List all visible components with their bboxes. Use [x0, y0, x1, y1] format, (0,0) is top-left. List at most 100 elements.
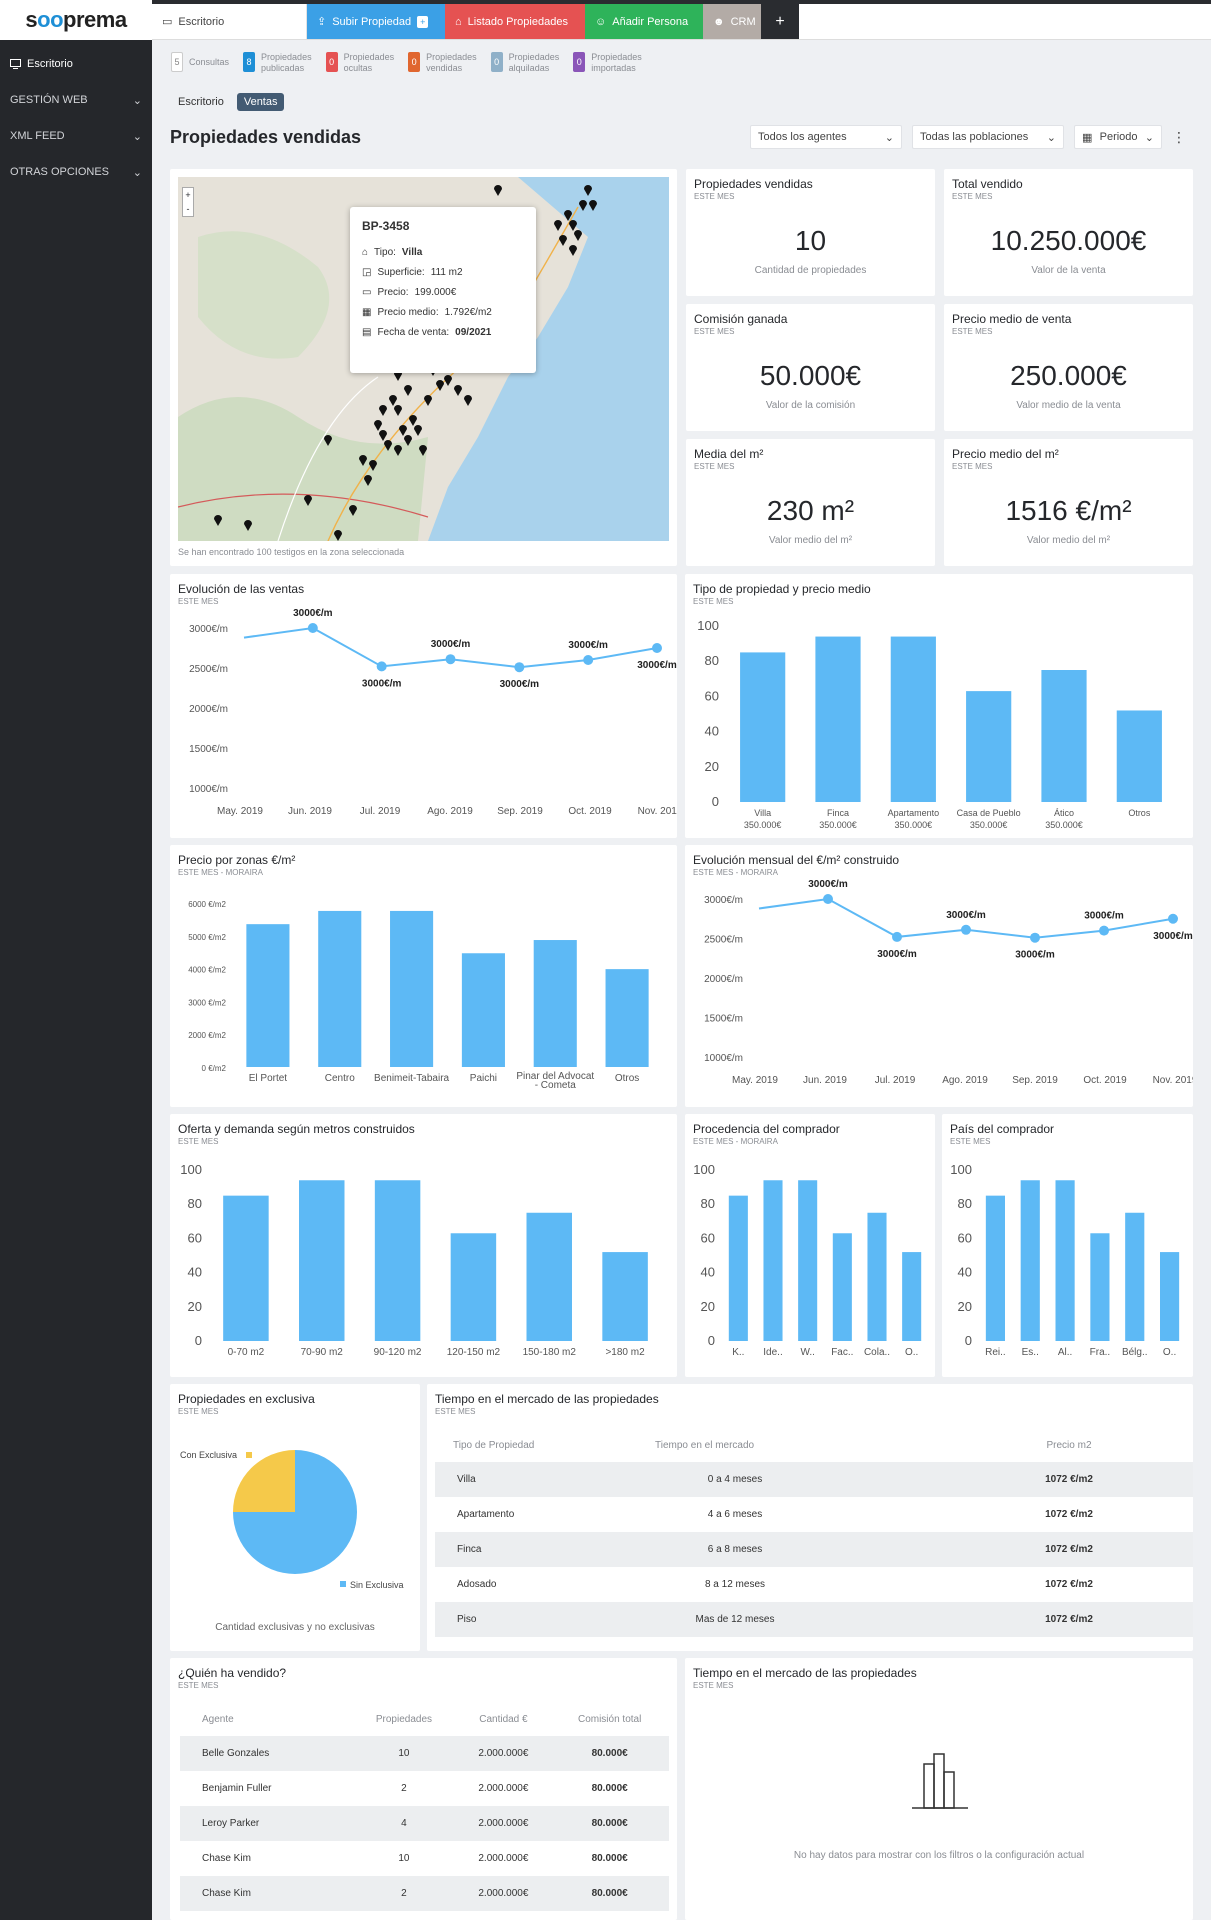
map-pin[interactable]	[589, 200, 597, 211]
table-row[interactable]: Benjamin Fuller 2 2.000.000€ 80.000€	[180, 1771, 669, 1806]
bar[interactable]	[390, 910, 434, 1067]
bar[interactable]	[533, 940, 577, 1067]
bar[interactable]	[299, 1180, 345, 1341]
data-point[interactable]	[307, 623, 318, 633]
map-pin[interactable]	[559, 235, 567, 246]
stat-item[interactable]: 0 Propiedades vendidas	[408, 52, 477, 74]
pie-slice[interactable]	[233, 1450, 295, 1512]
sidebar-item-otras-opciones[interactable]: OTRAS OPCIONES ⌄	[0, 154, 152, 190]
map-pin[interactable]	[464, 395, 472, 406]
towns-select[interactable]: Todas las poblaciones ⌄	[912, 125, 1064, 149]
bar[interactable]	[798, 1180, 818, 1341]
data-point[interactable]	[1030, 932, 1040, 943]
map-pin[interactable]	[324, 435, 332, 446]
bar[interactable]	[246, 924, 290, 1067]
stat-item[interactable]: 0 Propiedades importadas	[573, 52, 642, 74]
map-pin[interactable]	[379, 430, 387, 441]
map-pin[interactable]	[554, 220, 562, 231]
map-pin[interactable]	[374, 420, 382, 431]
bar[interactable]	[902, 1252, 922, 1341]
bar[interactable]	[605, 969, 649, 1067]
table-row[interactable]: Chase Kim 10 2.000.000€ 80.000€	[180, 1841, 669, 1876]
view-tab-ventas[interactable]: Ventas	[236, 93, 285, 111]
tab-escritorio[interactable]: ▭ Escritorio	[152, 4, 307, 39]
table-row[interactable]: Piso Mas de 12 meses 1072 €/m2	[435, 1602, 1193, 1637]
stat-item[interactable]: 0 Propiedades alquiladas	[490, 52, 559, 74]
map-pin[interactable]	[409, 415, 417, 426]
bar[interactable]	[318, 910, 362, 1067]
map-pin[interactable]	[334, 530, 342, 541]
table-row[interactable]: Adosado 8 a 12 meses 1072 €/m2	[435, 1567, 1193, 1602]
map-pin[interactable]	[436, 380, 444, 391]
bar[interactable]	[1160, 1252, 1180, 1341]
data-point[interactable]	[445, 654, 456, 665]
period-select[interactable]: ▦ Periodo ⌄	[1074, 125, 1162, 149]
sidebar-item-escritorio[interactable]: Escritorio	[0, 46, 152, 82]
stat-item[interactable]: 0 Propiedades ocultas	[325, 52, 394, 74]
map-pin[interactable]	[369, 460, 377, 471]
tab-crm[interactable]: ☻ CRM	[703, 4, 761, 39]
bar[interactable]	[966, 691, 1012, 802]
table-row[interactable]: Finca 6 a 8 meses 1072 €/m2	[435, 1532, 1193, 1567]
zoom-in-button[interactable]: +	[185, 190, 191, 200]
map-pin[interactable]	[494, 185, 502, 196]
bar[interactable]	[450, 1233, 497, 1341]
bar[interactable]	[1125, 1212, 1145, 1341]
tab-listado-propiedades[interactable]: ⌂ Listado Propiedades	[445, 4, 585, 39]
bar[interactable]	[1020, 1180, 1040, 1341]
map-pin[interactable]	[399, 425, 407, 436]
data-point[interactable]	[1168, 913, 1178, 924]
map-pin[interactable]	[569, 245, 577, 256]
data-point[interactable]	[583, 655, 594, 665]
map-pin[interactable]	[359, 455, 367, 466]
bar[interactable]	[985, 1195, 1005, 1341]
map-pin[interactable]	[349, 505, 357, 516]
data-point[interactable]	[514, 662, 525, 673]
bar[interactable]	[815, 636, 861, 802]
bar[interactable]	[763, 1180, 783, 1341]
bar[interactable]	[1055, 1180, 1075, 1341]
map-pin[interactable]	[579, 200, 587, 211]
data-point[interactable]	[1099, 925, 1109, 936]
map-pin[interactable]	[304, 495, 312, 506]
map-pin[interactable]	[394, 445, 402, 456]
sidebar-item-xml-feed[interactable]: XML FEED ⌄	[0, 118, 152, 154]
tab-subir-propiedad[interactable]: ⇪ Subir Propiedad +	[307, 4, 445, 39]
map-pin[interactable]	[574, 230, 582, 241]
map-pin[interactable]	[569, 220, 577, 231]
zoom-out-button[interactable]: -	[186, 204, 190, 214]
map-pin[interactable]	[424, 395, 432, 406]
table-row[interactable]: Villa 0 a 4 meses 1072 €/m2	[435, 1462, 1193, 1497]
map-pin[interactable]	[379, 405, 387, 416]
bar[interactable]	[602, 1252, 648, 1341]
bar[interactable]	[740, 652, 786, 802]
bar[interactable]	[461, 953, 505, 1067]
stat-item[interactable]: 8 Propiedades publicadas	[243, 52, 312, 74]
map[interactable]: + - BP-3458 ⌂ Tipo: Villa ◲ Superficie: 111 m…	[178, 177, 669, 541]
map-pin[interactable]	[394, 405, 402, 416]
table-row[interactable]: Leroy Parker 4 2.000.000€ 80.000€	[180, 1806, 669, 1841]
logo[interactable]: s oo prema	[0, 0, 152, 40]
bar[interactable]	[1090, 1233, 1110, 1341]
bar[interactable]	[223, 1195, 269, 1341]
more-options-icon[interactable]: ⋮	[1172, 128, 1186, 145]
data-point[interactable]	[961, 924, 971, 935]
map-pin[interactable]	[214, 515, 222, 526]
map-pin[interactable]	[444, 375, 452, 386]
map-pin[interactable]	[404, 435, 412, 446]
bar[interactable]	[728, 1195, 748, 1341]
data-point[interactable]	[823, 894, 833, 904]
data-point[interactable]	[376, 661, 387, 672]
bar[interactable]	[867, 1212, 887, 1341]
bar[interactable]	[890, 636, 936, 802]
agents-select[interactable]: Todos los agentes ⌄	[750, 125, 902, 149]
map-pin[interactable]	[454, 385, 462, 396]
map-pin[interactable]	[419, 445, 427, 456]
pie-slice[interactable]	[233, 1450, 357, 1574]
data-point[interactable]	[892, 931, 902, 942]
sidebar-item-gestion-web[interactable]: GESTIÓN WEB ⌄	[0, 82, 152, 118]
map-pin[interactable]	[364, 475, 372, 486]
tab-anadir-persona[interactable]: ☺ Añadir Persona	[585, 4, 703, 39]
stat-item[interactable]: 5 Consultas	[171, 52, 229, 74]
bar[interactable]	[526, 1212, 573, 1341]
